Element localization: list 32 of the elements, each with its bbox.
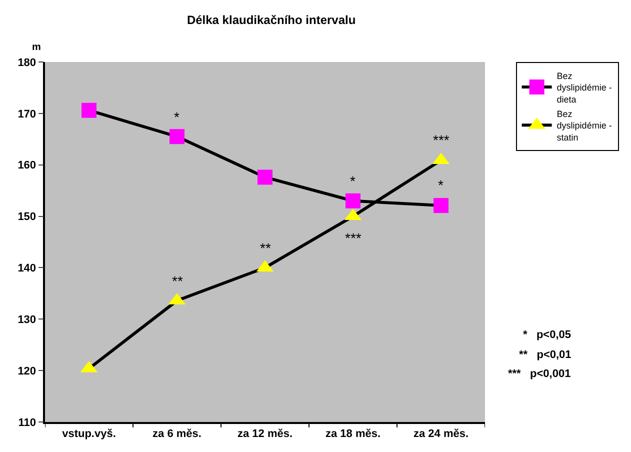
x-tick-label: za 18 měs. [325,428,381,440]
legend-label: Bez dyslipidémie - statin [556,108,612,142]
annotation: * [174,109,180,125]
text: *** p<0,001 [508,368,571,380]
x-tick-label: za 24 měs. [413,428,469,440]
y-tick-label: 150 [18,211,36,224]
annotation: ** [172,273,184,289]
point [434,198,448,213]
point [170,129,184,144]
y-tick-label: 180 [18,56,36,69]
x-tick-label: za 12 měs. [237,428,293,440]
x-tick-label: za 6 měs. [152,428,202,440]
annotation: * [350,173,356,189]
y-tick-label: 170 [18,108,36,120]
y-tick-label: 140 [18,262,36,275]
point [346,193,360,208]
annotation: *** [345,230,362,246]
annotation: ** [260,240,272,256]
x-tick-label: vstup.vyš. [62,428,116,440]
legend-label: Bez dyslipidémie - dieta [556,70,612,104]
chart-title: Délka klaudikačního intervalu [186,13,356,28]
y-tick-label: 110 [18,416,36,429]
y-tick-label: 120 [18,365,36,378]
text: ** p<0,01 [519,349,572,361]
y-tick-label: 160 [18,160,36,172]
y-axis-title: m [32,42,41,53]
point [82,102,96,118]
y-tick-label: 130 [18,314,36,326]
annotation: *** [433,132,450,148]
text: * p<0,05 [523,329,572,341]
point [258,170,272,185]
annotation: * [438,177,444,193]
